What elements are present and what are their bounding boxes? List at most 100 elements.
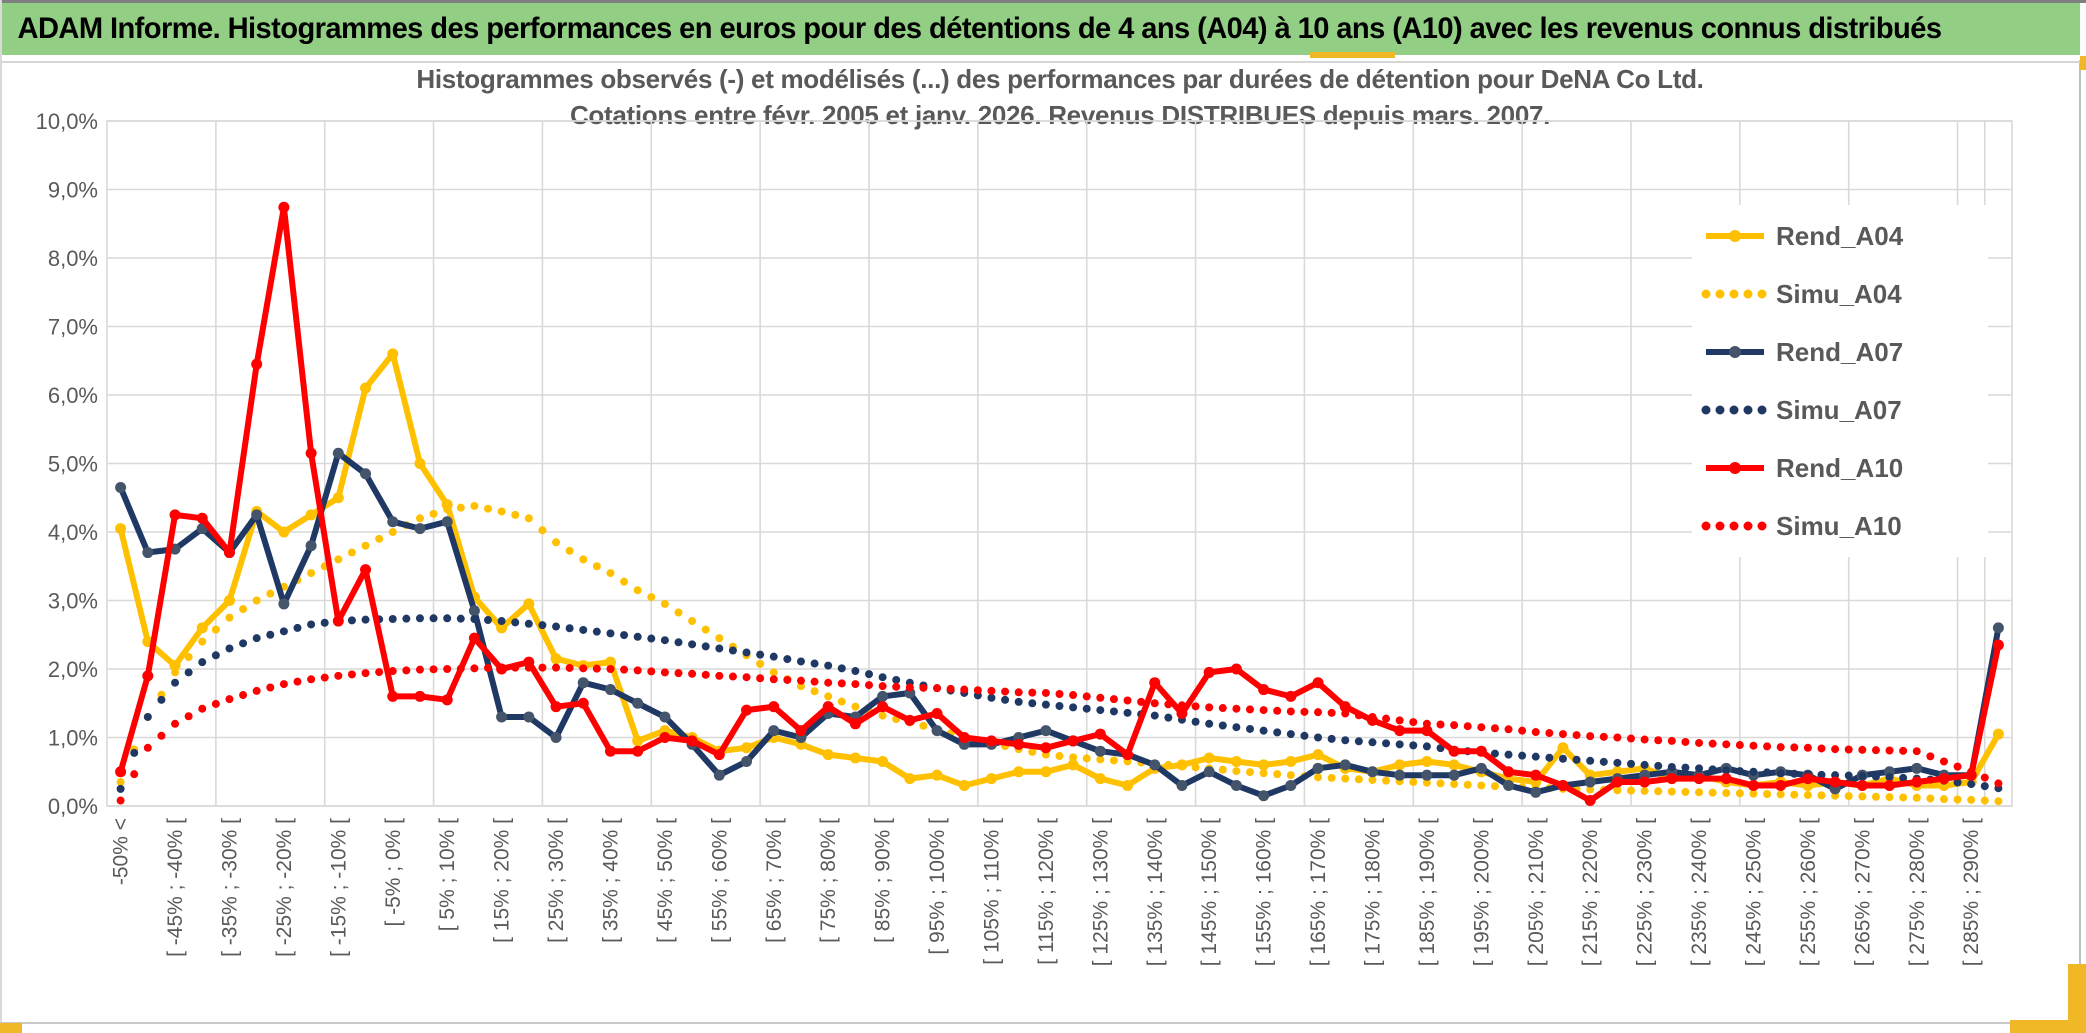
series-dot-simu_a10 [116, 796, 125, 805]
legend-item-simu_a10[interactable]: Simu_A10 [1701, 511, 1902, 541]
series-marker-rend_a10 [305, 447, 317, 459]
series-marker-rend_a10 [1666, 773, 1678, 785]
series-dot-simu_a10 [1722, 740, 1731, 749]
sheet-title-text: ADAM Informe. Histogrammes des performan… [17, 12, 1943, 45]
legend-swatch-marker [1729, 462, 1741, 474]
series-marker-rend_a07 [931, 725, 943, 737]
series-dot-simu_a07 [1545, 753, 1554, 762]
series-marker-rend_a04 [1557, 742, 1569, 754]
series-dot-simu_a04 [1858, 792, 1867, 801]
legend-item-rend_a07[interactable]: Rend_A07 [1706, 337, 1903, 367]
series-dot-simu_a10 [388, 667, 397, 676]
legend-item-rend_a10[interactable]: Rend_A10 [1706, 453, 1903, 483]
y-tick-label: 6,0% [48, 383, 98, 408]
series-marker-rend_a07 [468, 605, 480, 617]
series-marker-rend_a07 [1040, 725, 1052, 737]
legend-label: Simu_A07 [1776, 395, 1902, 425]
series-dot-simu_a10 [701, 670, 710, 679]
series-dot-simu_a07 [415, 614, 424, 623]
series-marker-rend_a10 [1475, 745, 1487, 757]
series-dot-simu_a07 [470, 614, 479, 623]
series-dot-simu_a07 [1395, 740, 1404, 749]
series-dot-simu_a07 [1953, 778, 1962, 787]
series-dot-simu_a10 [851, 680, 860, 689]
series-dot-simu_a04 [1939, 795, 1948, 804]
plot-border [106, 120, 2013, 807]
series-dot-simu_a07 [1409, 741, 1418, 750]
series-dot-simu_a10 [1477, 723, 1486, 732]
series-dot-simu_a10 [470, 664, 479, 673]
series-marker-rend_a10 [1503, 766, 1515, 778]
series-dot-simu_a07 [1695, 764, 1704, 773]
series-dot-simu_a04 [116, 778, 125, 787]
series-dot-simu_a04 [688, 617, 697, 626]
legend-swatch-dot [1729, 405, 1739, 415]
series-dot-simu_a04 [660, 599, 669, 608]
series-marker-rend_a10 [1557, 779, 1569, 791]
series-dot-simu_a07 [1341, 736, 1350, 745]
series-marker-rend_a04 [196, 622, 208, 634]
series-marker-rend_a07 [441, 516, 453, 528]
y-tick-label: 8,0% [48, 246, 98, 271]
series-dot-simu_a10 [1096, 693, 1105, 702]
series-dot-simu_a04 [1749, 789, 1758, 798]
series-marker-rend_a07 [1421, 769, 1433, 781]
series-dot-simu_a10 [279, 680, 288, 689]
series-marker-rend_a04 [1013, 766, 1025, 778]
series-dot-simu_a04 [1069, 753, 1078, 762]
series-dot-simu_a07 [674, 638, 683, 647]
series-marker-rend_a07 [768, 725, 780, 737]
x-tick-label: [ 195% ; 200% [ [1470, 818, 1493, 966]
series-dot-simu_a10 [361, 669, 370, 678]
series-dot-simu_a10 [402, 666, 411, 675]
y-tick-label: 9,0% [48, 178, 98, 203]
series-dot-simu_a07 [1871, 772, 1880, 781]
series-marker-rend_a07 [1584, 776, 1596, 788]
series-dot-simu_a04 [824, 692, 833, 701]
series-dot-simu_a04 [1613, 786, 1622, 795]
series-marker-rend_a07 [278, 598, 290, 610]
series-marker-rend_a07 [1448, 769, 1460, 781]
series-marker-rend_a10 [958, 732, 970, 743]
series-dot-simu_a07 [1640, 760, 1649, 769]
series-dot-simu_a04 [1695, 788, 1704, 797]
series-dot-simu_a07 [239, 639, 248, 648]
series-dot-simu_a07 [1314, 733, 1323, 742]
series-marker-rend_a04 [1285, 755, 1297, 767]
series-dot-simu_a07 [1246, 724, 1254, 733]
series-dot-simu_a10 [1885, 746, 1894, 755]
series-dot-simu_a07 [987, 693, 996, 702]
series-dot-simu_a10 [905, 683, 914, 692]
y-tick-label: 10,0% [36, 109, 98, 134]
series-dot-simu_a07 [1980, 782, 1989, 791]
series-dot-simu_a10 [1123, 696, 1132, 705]
series-dot-simu_a10 [1531, 728, 1540, 737]
series-dot-simu_a07 [552, 622, 561, 631]
series-dot-simu_a07 [851, 667, 860, 676]
series-dot-simu_a07 [1354, 737, 1363, 746]
series-marker-rend_a07 [1312, 762, 1324, 774]
legend-item-simu_a04[interactable]: Simu_A04 [1701, 279, 1903, 309]
series-dot-simu_a07 [252, 634, 261, 643]
series-marker-rend_a10 [1802, 773, 1814, 785]
series-dot-simu_a07 [865, 670, 873, 679]
legend-swatch-dot [1729, 521, 1739, 531]
series-dot-simu_a10 [1150, 699, 1159, 708]
series-dot-simu_a04 [388, 528, 397, 536]
series-dot-simu_a07 [1708, 765, 1717, 774]
series-dot-simu_a10 [484, 663, 492, 672]
series-dot-simu_a10 [1926, 752, 1935, 761]
series-dot-simu_a10 [783, 675, 792, 684]
header-divider [0, 61, 2080, 63]
series-dot-simu_a04 [1368, 775, 1377, 784]
series-marker-rend_a10 [822, 701, 834, 713]
series-dot-simu_a10 [171, 719, 180, 728]
series-marker-rend_a07 [305, 540, 317, 552]
series-dot-simu_a04 [647, 593, 656, 602]
series-marker-rend_a10 [115, 766, 127, 778]
legend-box [1692, 205, 1988, 557]
legend-item-rend_a04[interactable]: Rend_A04 [1706, 221, 1904, 251]
series-dot-simu_a04 [1314, 773, 1323, 782]
legend-item-simu_a07[interactable]: Simu_A07 [1701, 395, 1902, 425]
